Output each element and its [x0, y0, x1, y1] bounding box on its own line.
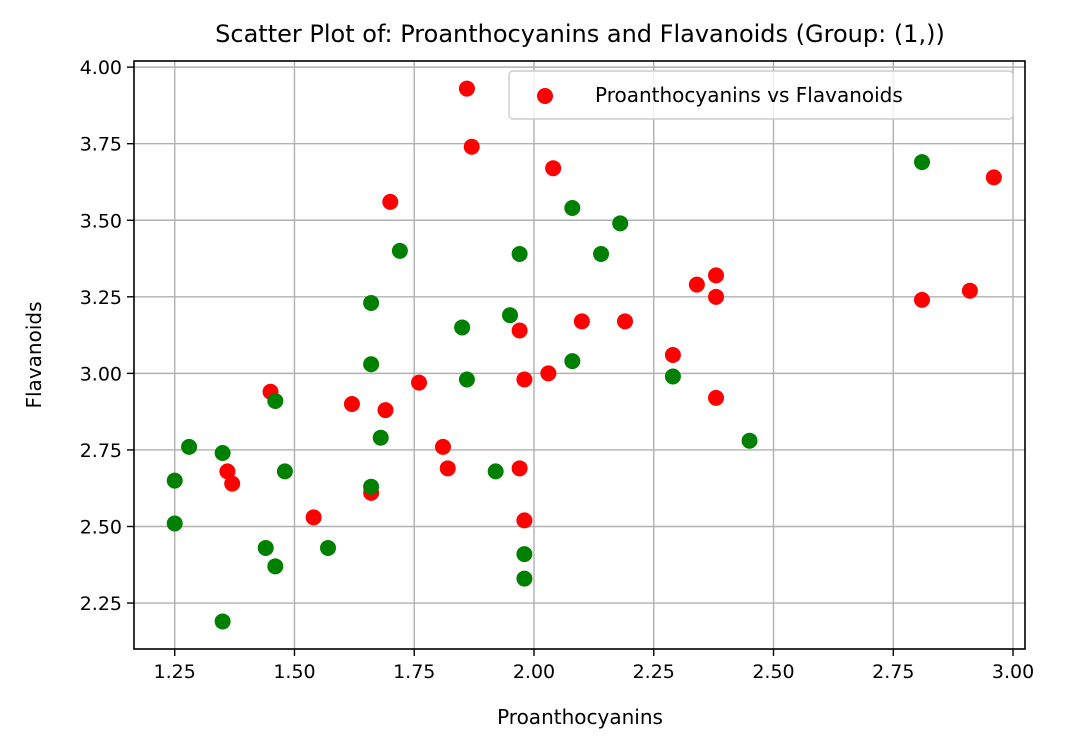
data-point	[741, 432, 758, 449]
data-point	[343, 396, 360, 412]
data-point	[305, 509, 322, 526]
y-tick-label: 3.00	[80, 363, 122, 385]
legend: Proanthocyanins vs Flavanoids	[508, 70, 1014, 120]
data-point	[363, 294, 380, 311]
x-tick-label: 2.50	[752, 661, 794, 683]
data-point	[382, 193, 399, 210]
x-axis-label: Proanthocyanins	[497, 705, 663, 729]
data-point	[372, 429, 389, 446]
data-point	[166, 472, 183, 489]
data-point	[688, 276, 705, 293]
data-point	[267, 558, 284, 575]
data-point	[708, 267, 725, 284]
data-point	[363, 356, 380, 373]
y-tick-label: 2.75	[80, 440, 122, 462]
data-point	[914, 291, 931, 308]
data-point	[545, 160, 562, 177]
data-points	[166, 80, 1002, 630]
data-point	[573, 313, 590, 330]
plot-frame	[133, 60, 1026, 650]
data-point	[516, 371, 533, 388]
data-point	[320, 539, 337, 556]
data-point	[439, 460, 456, 477]
y-tick-label: 2.25	[80, 593, 122, 615]
data-point	[219, 463, 236, 480]
data-point	[411, 374, 428, 391]
legend-marker	[537, 88, 553, 104]
data-point	[664, 347, 681, 363]
data-point	[487, 463, 504, 480]
data-point	[463, 138, 480, 155]
data-point	[516, 512, 533, 529]
data-point	[708, 288, 725, 305]
data-point	[391, 242, 408, 259]
data-point	[363, 478, 380, 495]
legend-label: Proanthocyanins vs Flavanoids	[595, 83, 903, 107]
data-point	[961, 282, 978, 299]
x-tick-label: 2.00	[513, 661, 555, 683]
data-point	[664, 368, 681, 385]
data-point	[511, 245, 528, 262]
legend-box	[508, 70, 1014, 120]
data-point	[454, 319, 471, 336]
data-point	[214, 445, 231, 461]
y-axis-label: Flavanoids	[22, 302, 46, 409]
data-point	[434, 438, 451, 455]
x-tick-label: 2.75	[872, 661, 914, 683]
y-tick-label: 4.00	[80, 57, 122, 79]
data-point	[593, 245, 610, 262]
chart-title: Scatter Plot of: Proanthocyanins and Fla…	[215, 20, 945, 48]
axis-ticks: 1.25 1.50 1.75 2.00 2.25 2.50 2.75 3.00 2.25 2.50…	[80, 57, 1034, 683]
data-point	[502, 307, 519, 324]
data-point	[214, 613, 231, 630]
data-point	[564, 353, 581, 370]
data-point	[617, 313, 634, 330]
data-point	[267, 392, 284, 409]
data-point	[181, 438, 198, 455]
data-point	[166, 515, 183, 532]
y-tick-label: 3.50	[80, 210, 122, 232]
grid-lines	[134, 61, 1025, 649]
y-tick-label: 2.50	[80, 517, 122, 539]
x-tick-label: 1.75	[393, 661, 435, 683]
data-point	[511, 322, 528, 339]
y-tick-label: 3.75	[80, 134, 122, 156]
data-point	[458, 371, 475, 388]
x-tick-label: 3.00	[992, 661, 1034, 683]
data-point	[540, 365, 557, 382]
data-point	[458, 80, 475, 97]
data-point	[377, 402, 394, 419]
x-tick-label: 2.25	[633, 661, 675, 683]
data-point	[257, 539, 274, 556]
y-tick-label: 3.25	[80, 287, 122, 309]
data-point	[516, 570, 533, 587]
data-point	[708, 389, 725, 406]
data-point	[511, 460, 528, 477]
data-point	[276, 463, 293, 480]
data-point	[985, 169, 1002, 186]
x-tick-label: 1.25	[154, 661, 196, 683]
data-point	[914, 154, 931, 171]
data-point	[224, 475, 241, 492]
x-tick-label: 1.50	[273, 661, 315, 683]
data-point	[612, 215, 629, 232]
data-point	[564, 200, 581, 216]
data-point	[516, 546, 533, 563]
